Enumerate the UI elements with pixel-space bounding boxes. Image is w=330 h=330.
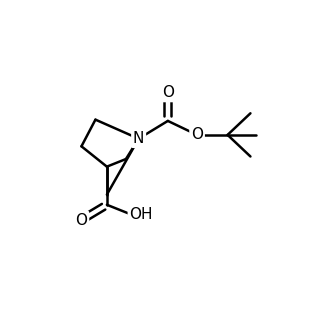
Text: OH: OH (129, 208, 153, 222)
Text: N: N (133, 131, 144, 146)
Text: O: O (191, 127, 203, 142)
Text: O: O (162, 85, 174, 100)
Text: O: O (76, 213, 87, 227)
